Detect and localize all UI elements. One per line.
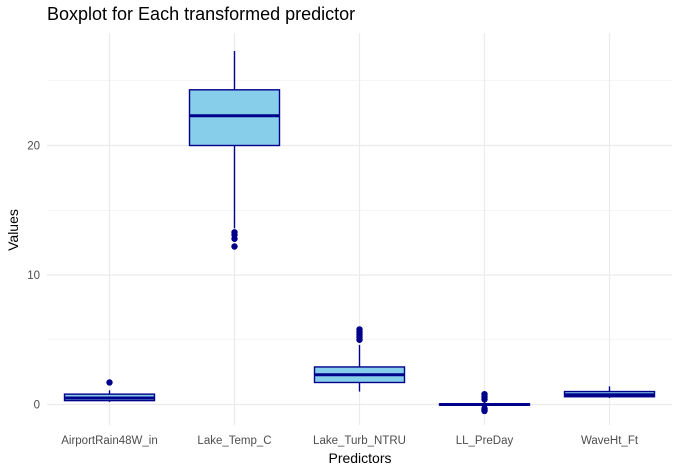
x-tick-label: AirportRain48W_in bbox=[61, 435, 158, 447]
outlier-point bbox=[481, 390, 488, 398]
x-tick-label: LL_PreDay bbox=[456, 435, 514, 447]
y-tick-label: 0 bbox=[34, 400, 40, 412]
outlier-point bbox=[106, 379, 113, 386]
y-tick-label: 10 bbox=[27, 270, 40, 282]
outlier-point bbox=[231, 243, 238, 250]
box-Lake_Temp_C bbox=[188, 50, 281, 250]
x-axis-ticks: AirportRain48W_in Lake_Temp_C Lake_Turb_NT… bbox=[61, 435, 639, 447]
box-Lake_Turb_NTRU bbox=[313, 326, 406, 392]
boxes bbox=[63, 50, 656, 415]
outlier-point bbox=[356, 326, 363, 333]
x-tick-label: Lake_Temp_C bbox=[197, 435, 271, 447]
grid bbox=[47, 33, 672, 425]
x-axis-title: Predictors bbox=[328, 450, 391, 466]
box-LL_PreDay bbox=[438, 390, 531, 415]
chart-title: Boxplot for Each transformed predictor bbox=[47, 4, 355, 24]
x-tick-label: Lake_Turb_NTRU bbox=[313, 435, 406, 447]
outlier-point bbox=[231, 235, 238, 242]
box-AirportRain48W_in bbox=[63, 379, 156, 402]
y-tick-label: 20 bbox=[27, 141, 40, 153]
y-axis-ticks: 0 10 20 bbox=[27, 141, 40, 412]
outlier-point bbox=[481, 405, 488, 412]
box-iqr bbox=[188, 89, 281, 147]
x-tick-label: WaveHt_Ft bbox=[581, 435, 639, 447]
y-axis-title: Values bbox=[5, 209, 21, 251]
box-WaveHt_Ft bbox=[563, 386, 656, 399]
